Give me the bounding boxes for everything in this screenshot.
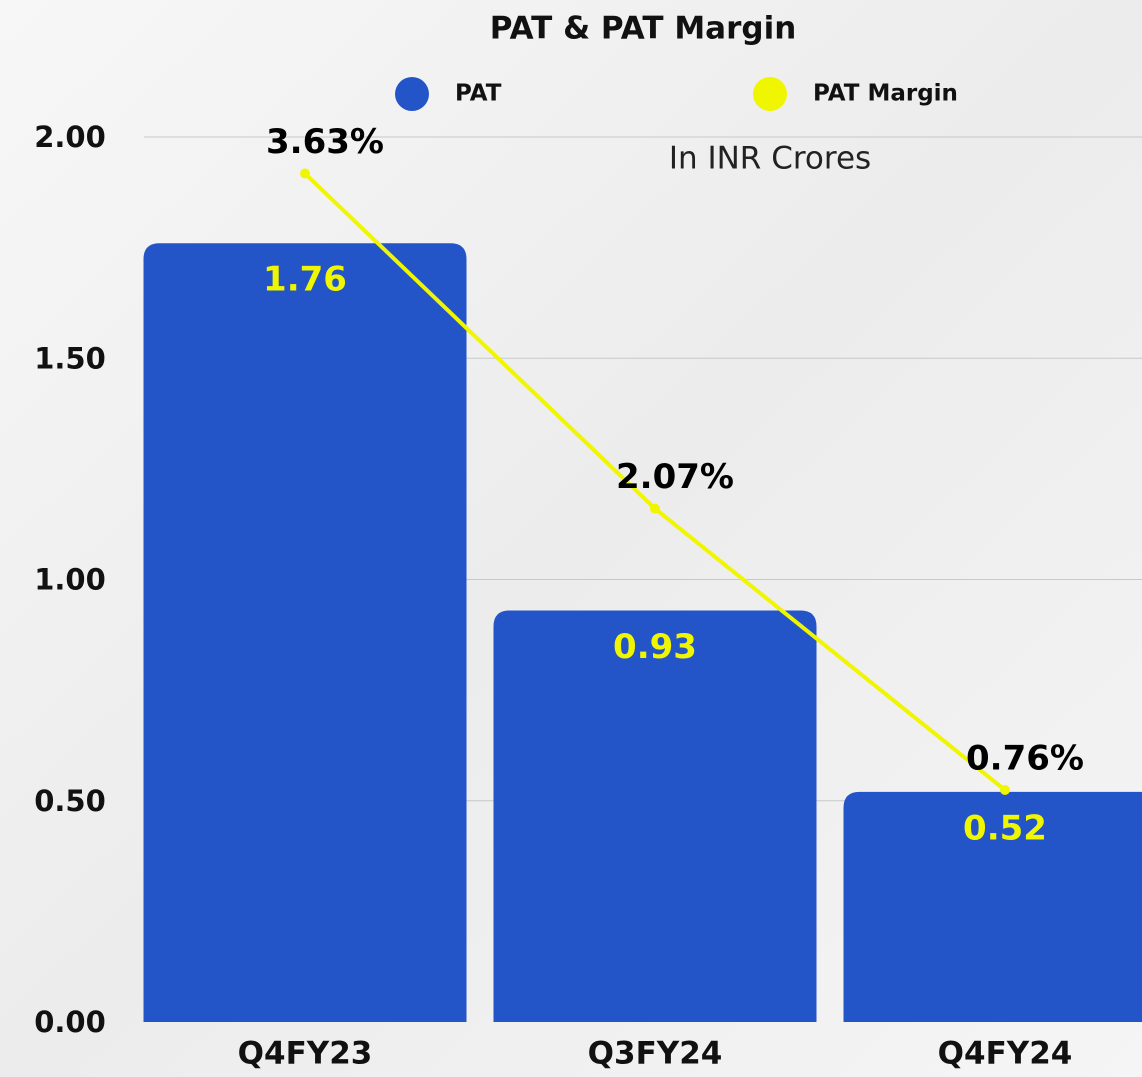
margin-value-label: 0.76% — [966, 739, 1084, 779]
legend-swatch — [753, 77, 787, 111]
margin-value-label: 2.07% — [616, 457, 734, 497]
y-tick-label: 1.50 — [34, 341, 106, 375]
bar — [843, 791, 1142, 1022]
margin-value-label: 3.63% — [266, 122, 384, 162]
x-tick-label: Q4FY23 — [238, 1036, 373, 1072]
margin-point — [300, 168, 310, 179]
x-tick-label: Q3FY24 — [588, 1036, 723, 1072]
bar-value-label: 0.93 — [613, 627, 697, 667]
margin-point — [650, 503, 660, 514]
legend-label: PAT Margin — [813, 81, 958, 107]
chart-subtitle: In INR Crores — [669, 141, 871, 177]
x-tick-label: Q4FY24 — [938, 1036, 1073, 1072]
bar-value-label: 0.52 — [963, 808, 1047, 848]
y-tick-label: 2.00 — [34, 120, 106, 154]
margin-point — [1000, 785, 1010, 796]
legend-swatch — [395, 77, 429, 111]
y-tick-label: 1.00 — [34, 563, 106, 597]
y-tick-label: 0.00 — [34, 1005, 106, 1039]
bar-value-label: 1.76 — [263, 260, 347, 300]
y-tick-label: 0.50 — [34, 784, 106, 818]
chart-title: PAT & PAT Margin — [490, 11, 797, 47]
legend-label: PAT — [455, 81, 502, 107]
bar — [493, 610, 817, 1022]
bar — [143, 243, 467, 1022]
